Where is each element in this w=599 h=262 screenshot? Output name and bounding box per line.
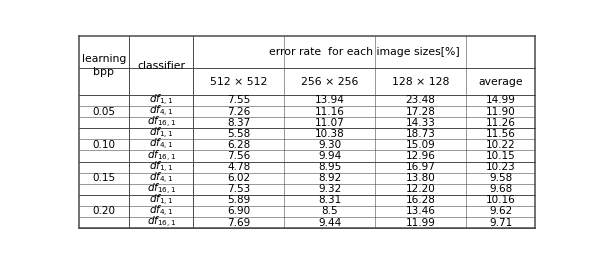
Text: 15.09: 15.09	[406, 140, 435, 150]
Text: 8.95: 8.95	[318, 162, 341, 172]
Text: 5.58: 5.58	[227, 129, 250, 139]
Text: 13.46: 13.46	[406, 206, 435, 216]
Text: $df_{1,1}$: $df_{1,1}$	[149, 160, 173, 175]
Text: $df_{1,1}$: $df_{1,1}$	[149, 193, 173, 208]
Text: 13.80: 13.80	[406, 173, 435, 183]
Text: 8.92: 8.92	[318, 173, 341, 183]
Text: classifier: classifier	[137, 61, 185, 71]
Text: $df_{16,1}$: $df_{16,1}$	[147, 149, 176, 163]
Text: 8.37: 8.37	[227, 118, 250, 128]
Text: 12.96: 12.96	[406, 151, 435, 161]
Text: 6.02: 6.02	[227, 173, 250, 183]
Text: average: average	[479, 77, 523, 86]
Text: 9.94: 9.94	[318, 151, 341, 161]
Text: 6.90: 6.90	[227, 206, 250, 216]
Text: $df_{1,1}$: $df_{1,1}$	[149, 126, 173, 141]
Text: 13.94: 13.94	[314, 95, 344, 106]
Text: 10.16: 10.16	[486, 195, 516, 205]
Text: 10.15: 10.15	[486, 151, 516, 161]
Text: 9.62: 9.62	[489, 206, 512, 216]
Text: 128 × 128: 128 × 128	[392, 77, 449, 86]
Text: 0.20: 0.20	[92, 206, 115, 216]
Text: 14.99: 14.99	[486, 95, 516, 106]
Text: 10.22: 10.22	[486, 140, 516, 150]
Text: 512 × 512: 512 × 512	[210, 77, 268, 86]
Text: error rate  for each image sizes[%]: error rate for each image sizes[%]	[269, 47, 460, 57]
Text: 11.90: 11.90	[486, 107, 516, 117]
Text: 256 × 256: 256 × 256	[301, 77, 358, 86]
Text: learning
bpp: learning bpp	[81, 54, 126, 77]
Text: $df_{16,1}$: $df_{16,1}$	[147, 182, 176, 197]
Text: 9.32: 9.32	[318, 184, 341, 194]
Text: 8.31: 8.31	[318, 195, 341, 205]
Text: 16.28: 16.28	[406, 195, 435, 205]
Text: 4.78: 4.78	[227, 162, 250, 172]
Text: 8.5: 8.5	[322, 206, 338, 216]
Text: 7.53: 7.53	[227, 184, 250, 194]
Text: $df_{4,1}$: $df_{4,1}$	[149, 171, 173, 186]
Text: 9.30: 9.30	[318, 140, 341, 150]
Text: $df_{16,1}$: $df_{16,1}$	[147, 215, 176, 230]
Text: $df_{1,1}$: $df_{1,1}$	[149, 93, 173, 108]
Text: 12.20: 12.20	[406, 184, 435, 194]
Text: 7.55: 7.55	[227, 95, 250, 106]
Text: $df_{4,1}$: $df_{4,1}$	[149, 104, 173, 119]
Text: 9.71: 9.71	[489, 217, 512, 228]
Text: $df_{4,1}$: $df_{4,1}$	[149, 137, 173, 152]
Text: $df_{16,1}$: $df_{16,1}$	[147, 115, 176, 130]
Text: 11.99: 11.99	[406, 217, 435, 228]
Text: 14.33: 14.33	[406, 118, 435, 128]
Text: 16.97: 16.97	[406, 162, 435, 172]
Text: 11.56: 11.56	[486, 129, 516, 139]
Text: 0.05: 0.05	[92, 107, 115, 117]
Text: 7.69: 7.69	[227, 217, 250, 228]
Text: 11.16: 11.16	[314, 107, 344, 117]
Text: 10.23: 10.23	[486, 162, 516, 172]
Text: 9.58: 9.58	[489, 173, 512, 183]
Text: 18.73: 18.73	[406, 129, 435, 139]
Text: 10.38: 10.38	[315, 129, 344, 139]
Text: 11.07: 11.07	[315, 118, 344, 128]
Text: 9.68: 9.68	[489, 184, 512, 194]
Text: 11.26: 11.26	[486, 118, 516, 128]
Text: 5.89: 5.89	[227, 195, 250, 205]
Text: $df_{4,1}$: $df_{4,1}$	[149, 204, 173, 219]
Text: 23.48: 23.48	[406, 95, 435, 106]
Text: 9.44: 9.44	[318, 217, 341, 228]
Text: 7.56: 7.56	[227, 151, 250, 161]
Text: 6.28: 6.28	[227, 140, 250, 150]
Text: 17.28: 17.28	[406, 107, 435, 117]
Text: 0.10: 0.10	[92, 140, 115, 150]
Text: 7.26: 7.26	[227, 107, 250, 117]
Text: 0.15: 0.15	[92, 173, 115, 183]
